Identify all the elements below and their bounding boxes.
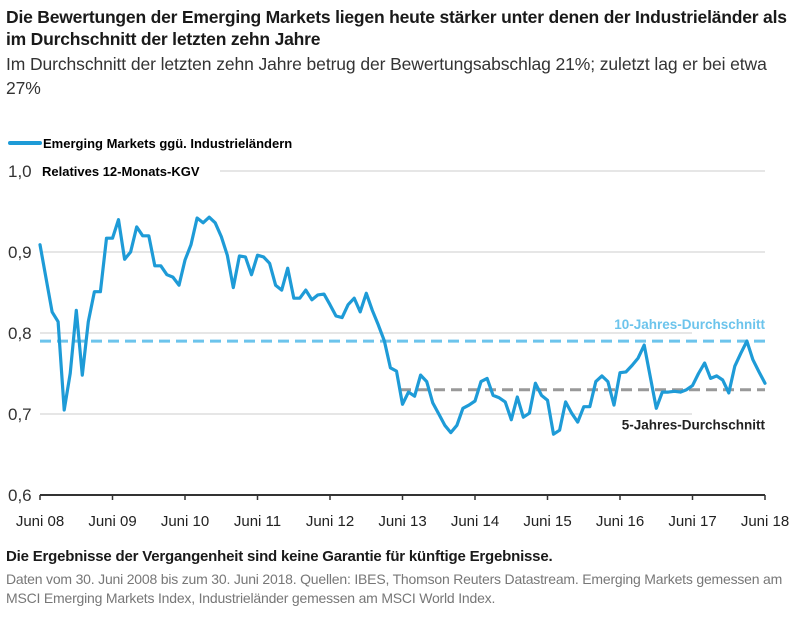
y-tick-label: 0,9 (8, 243, 32, 262)
chart-title: Die Bewertungen der Emerging Markets lie… (6, 7, 787, 49)
source-note: Daten vom 30. Juni 2008 bis zum 30. Juni… (6, 571, 783, 606)
x-tick-label: Juni 16 (596, 513, 644, 530)
x-tick-label: Juni 13 (378, 513, 426, 530)
x-tick-label: Juni 17 (668, 513, 716, 530)
x-tick-label: Juni 08 (16, 513, 64, 530)
line-chart: Emerging Markets ggü. Industrieländern R… (8, 136, 789, 530)
x-tick-label: Juni 09 (88, 513, 136, 530)
ten-year-average-label: 10-Jahres-Durchschnitt (614, 317, 765, 332)
five-year-average-label: 5-Jahres-Durchschnitt (622, 418, 766, 433)
x-tick-label: Juni 15 (523, 513, 571, 530)
y-axis-label: Relatives 12-Monats-KGV (42, 164, 200, 179)
x-tick-label: Juni 11 (234, 513, 281, 530)
y-tick-label: 0,6 (8, 486, 32, 505)
legend-label: Emerging Markets ggü. Industrieländern (43, 136, 292, 151)
x-tick-label: Juni 12 (306, 513, 354, 530)
y-tick-label: 1,0 (8, 162, 32, 181)
x-tick-label: Juni 18 (741, 513, 789, 530)
x-tick-label: Juni 14 (451, 513, 499, 530)
y-tick-label: 0,8 (8, 324, 32, 343)
disclaimer: Die Ergebnisse der Vergangenheit sind ke… (6, 548, 553, 565)
chart-subtitle: Im Durchschnitt der letzten zehn Jahre b… (6, 54, 767, 98)
legend: Emerging Markets ggü. Industrieländern (8, 136, 292, 151)
y-tick-label: 0,7 (8, 405, 32, 424)
x-tick-label: Juni 10 (161, 513, 209, 530)
